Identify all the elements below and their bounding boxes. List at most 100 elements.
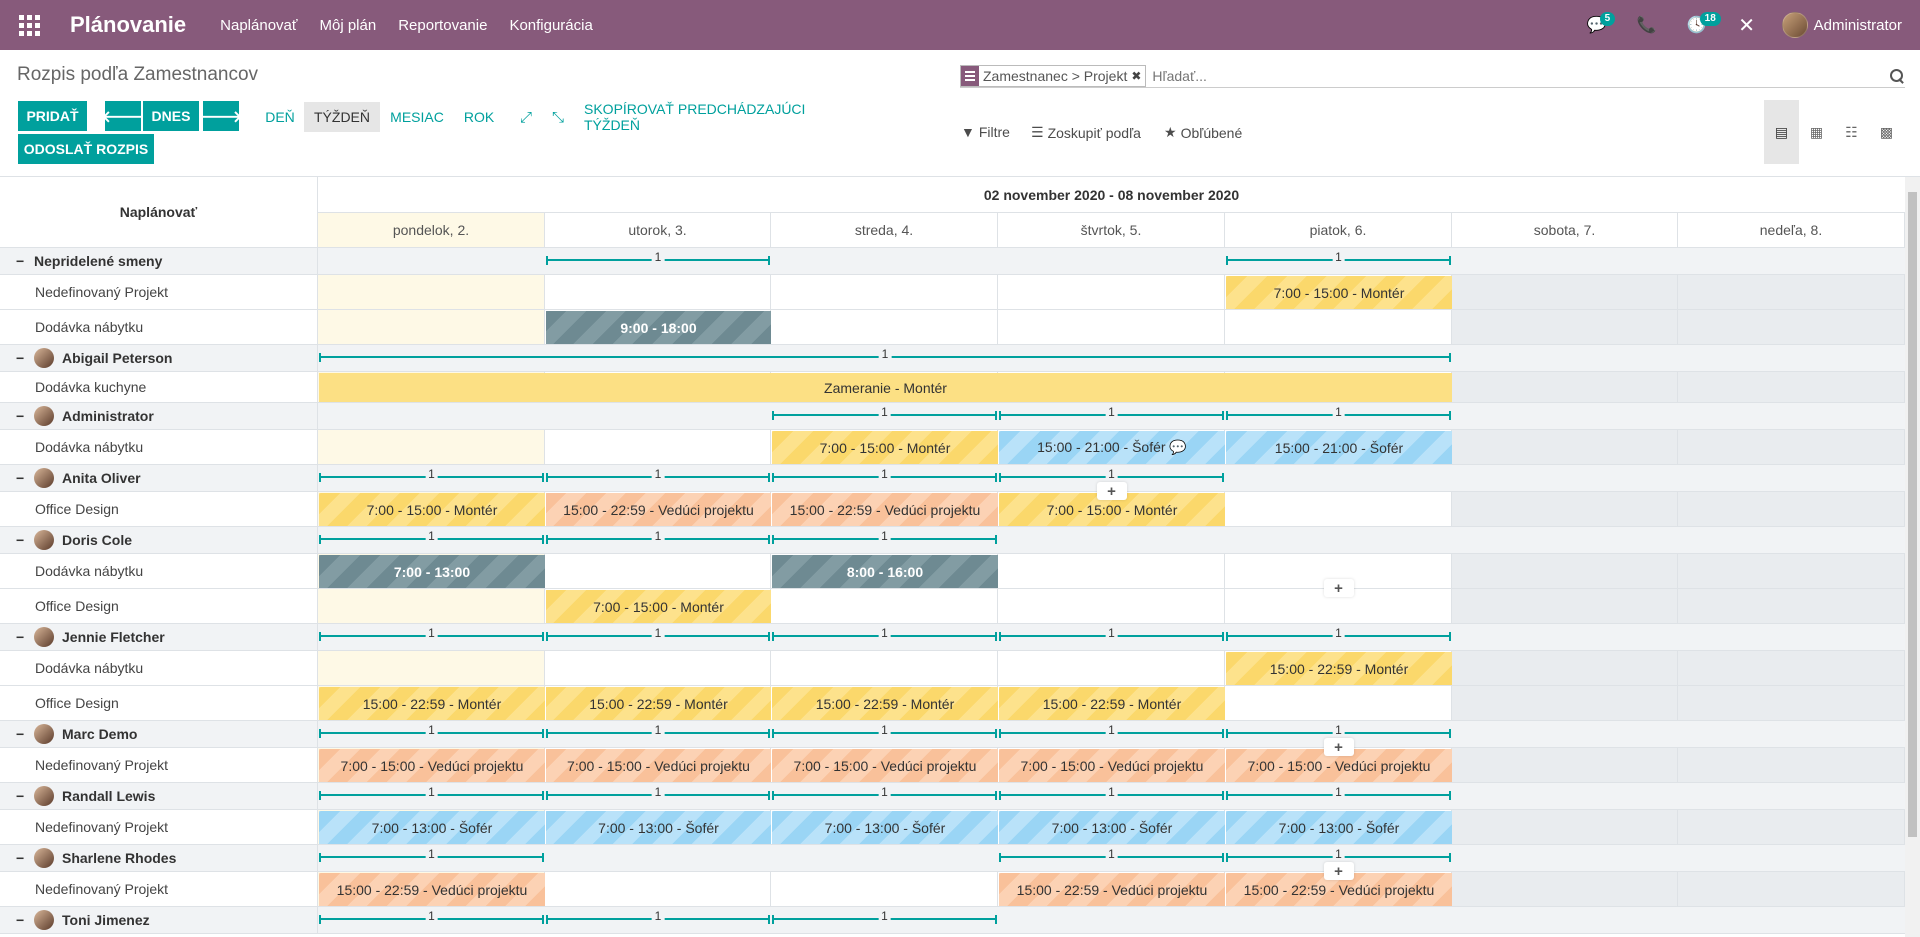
app-brand[interactable]: Plánovanie xyxy=(70,12,187,37)
shift-pill[interactable]: 7:00 - 13:00 - Šofér xyxy=(319,811,545,844)
gantt-cell[interactable] xyxy=(998,275,1225,309)
gantt-group-row[interactable]: − Randall Lewis 1 1 1 1 1 xyxy=(0,783,1905,810)
group-header[interactable]: − Administrator xyxy=(0,403,318,429)
apps-menu-icon[interactable] xyxy=(18,14,40,36)
gantt-cell[interactable] xyxy=(1452,589,1678,623)
shift-pill[interactable]: 15:00 - 21:00 - Šofér 💬 xyxy=(999,431,1225,464)
gantt-cell[interactable] xyxy=(771,275,998,309)
gantt-cell[interactable] xyxy=(1225,554,1452,588)
gantt-cell[interactable] xyxy=(1225,310,1452,344)
gantt-cell[interactable] xyxy=(998,310,1225,344)
gantt-cell[interactable] xyxy=(545,275,771,309)
shift-pill[interactable]: 7:00 - 15:00 - Montér xyxy=(319,493,545,526)
collapse-icon[interactable]: ⤡ xyxy=(551,108,564,126)
shift-pill[interactable]: Zameranie - Montér xyxy=(319,373,1452,402)
gantt-cell[interactable] xyxy=(1452,748,1678,782)
group-header[interactable]: − Doris Cole xyxy=(0,527,318,553)
gantt-cell[interactable] xyxy=(1678,686,1905,720)
group-by-dropdown[interactable]: ☰ Zoskupiť podľa xyxy=(1031,124,1141,141)
gantt-cell[interactable] xyxy=(1678,748,1905,782)
add-shift-plus-icon[interactable]: + xyxy=(1323,579,1354,597)
scale-day[interactable]: DEŇ xyxy=(265,109,295,125)
add-shift-plus-icon[interactable]: + xyxy=(1096,482,1127,500)
collapse-minus-icon[interactable]: − xyxy=(16,350,25,366)
gantt-group-row[interactable]: − Anita Oliver 1 1 1 1 xyxy=(0,465,1905,492)
gantt-cell[interactable] xyxy=(1452,554,1678,588)
gantt-cell[interactable] xyxy=(1678,372,1905,402)
gantt-cell[interactable] xyxy=(1678,554,1905,588)
collapse-minus-icon[interactable]: − xyxy=(16,532,25,548)
gantt-cell[interactable] xyxy=(771,589,998,623)
shift-pill[interactable]: 15:00 - 22:59 - Montér xyxy=(1226,652,1452,685)
gantt-cell[interactable] xyxy=(1452,372,1678,402)
gantt-scrollbar[interactable] xyxy=(1905,177,1920,937)
list-view-icon[interactable]: ☷ xyxy=(1845,123,1858,140)
shift-pill[interactable]: 7:00 - 13:00 - Šofér xyxy=(546,811,771,844)
scale-year[interactable]: ROK xyxy=(463,109,495,125)
collapse-minus-icon[interactable]: − xyxy=(16,629,25,645)
gantt-cell[interactable] xyxy=(1452,810,1678,844)
search-input[interactable] xyxy=(1152,67,1889,84)
shift-pill[interactable]: 15:00 - 21:00 - Šofér xyxy=(1226,431,1452,464)
gantt-cell[interactable] xyxy=(1225,492,1452,526)
copy-previous-week-button[interactable]: SKOPÍROVAŤ PREDCHÁDZAJÚCI TÝŽDEŇ xyxy=(584,101,806,133)
gantt-cell[interactable] xyxy=(998,589,1225,623)
group-header[interactable]: − Anita Oliver xyxy=(0,465,318,491)
scale-week[interactable]: TÝŽDEŇ xyxy=(304,102,380,132)
collapse-minus-icon[interactable]: − xyxy=(16,788,25,804)
gantt-group-row[interactable]: − Marc Demo 1 1 1 1 1 xyxy=(0,721,1905,748)
phone-icon[interactable]: 📞 xyxy=(1636,17,1657,34)
gantt-cell[interactable] xyxy=(545,554,771,588)
next-button[interactable]: 🡒 xyxy=(200,101,242,131)
search-icon[interactable] xyxy=(1889,68,1905,84)
group-header[interactable]: − Toni Jimenez xyxy=(0,907,318,933)
expand-icon[interactable]: ⤢ xyxy=(519,108,532,126)
collapse-minus-icon[interactable]: − xyxy=(16,470,25,486)
shift-pill[interactable]: 7:00 - 15:00 - Vedúci projektu xyxy=(319,749,545,782)
gantt-cell[interactable] xyxy=(1225,589,1452,623)
gantt-cell[interactable] xyxy=(1452,310,1678,344)
gantt-view-icon[interactable]: ▤ xyxy=(1764,100,1799,164)
gantt-cell[interactable] xyxy=(1452,872,1678,906)
gantt-group-row[interactable]: − Toni Jimenez 1 1 1 xyxy=(0,907,1905,934)
gantt-group-row[interactable]: − Jennie Fletcher 1 1 1 1 1 xyxy=(0,624,1905,651)
menu-item-configuration[interactable]: Konfigurácia xyxy=(509,16,593,34)
scrollbar-thumb[interactable] xyxy=(1908,192,1917,837)
add-shift-plus-icon[interactable]: + xyxy=(1323,738,1354,756)
shift-pill[interactable]: 7:00 - 15:00 - Montér xyxy=(1226,276,1452,309)
gantt-cell[interactable] xyxy=(1452,686,1678,720)
messages-icon[interactable]: 💬 5 xyxy=(1572,0,1622,50)
gantt-cell[interactable] xyxy=(998,554,1225,588)
shift-pill[interactable]: 15:00 - 22:59 - Vedúci projektu xyxy=(999,873,1225,906)
gantt-cell[interactable] xyxy=(1452,275,1678,309)
group-header[interactable]: − Marc Demo xyxy=(0,721,318,747)
collapse-minus-icon[interactable]: − xyxy=(16,253,25,269)
gantt-cell[interactable] xyxy=(318,430,545,464)
gantt-group-row[interactable]: − Sharlene Rhodes 1 1 1 xyxy=(0,845,1905,872)
gantt-cell[interactable] xyxy=(1678,651,1905,685)
menu-item-reporting[interactable]: Reportovanie xyxy=(398,16,488,34)
send-schedule-button[interactable]: ODOSLAŤ ROZPIS xyxy=(18,134,154,164)
shift-pill[interactable]: 7:00 - 15:00 - Vedúci projektu xyxy=(546,749,771,782)
shift-pill[interactable]: 15:00 - 22:59 - Vedúci projektu xyxy=(1226,873,1452,906)
gantt-cell[interactable] xyxy=(1678,589,1905,623)
collapse-minus-icon[interactable]: − xyxy=(16,912,25,928)
gantt-cell[interactable] xyxy=(1452,492,1678,526)
gantt-cell[interactable] xyxy=(318,275,545,309)
gantt-cell[interactable] xyxy=(1225,686,1452,720)
shift-pill[interactable]: 15:00 - 22:59 - Montér xyxy=(546,687,771,720)
shift-pill[interactable]: 15:00 - 22:59 - Montér xyxy=(772,687,998,720)
shift-pill[interactable]: 7:00 - 15:00 - Vedúci projektu xyxy=(772,749,998,782)
shift-pill[interactable]: 15:00 - 22:59 - Vedúci projektu xyxy=(546,493,771,526)
shift-pill[interactable]: 7:00 - 13:00 - Šofér xyxy=(999,811,1225,844)
add-shift-plus-icon[interactable]: + xyxy=(1323,862,1354,880)
favorites-dropdown[interactable]: ★ Obľúbené xyxy=(1164,124,1242,141)
shift-pill[interactable]: 9:00 - 18:00 xyxy=(546,311,771,344)
gantt-cell[interactable] xyxy=(1452,651,1678,685)
group-header[interactable]: − Jennie Fletcher xyxy=(0,624,318,650)
facet-remove-icon[interactable]: ✖ xyxy=(1131,68,1142,83)
gantt-cell[interactable] xyxy=(771,872,998,906)
gantt-cell[interactable] xyxy=(1678,430,1905,464)
gantt-group-row[interactable]: − Nepridelené smeny 1 1 xyxy=(0,248,1905,275)
gantt-cell[interactable] xyxy=(545,651,771,685)
